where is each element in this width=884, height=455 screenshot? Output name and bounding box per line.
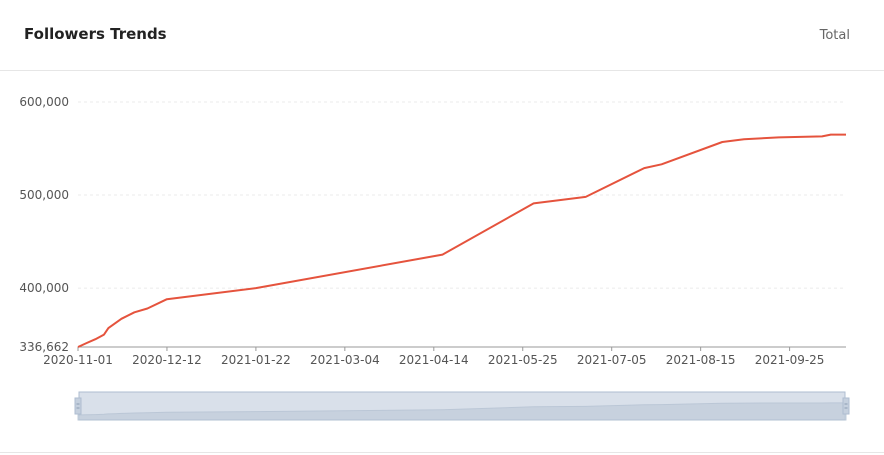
- data-zoom-slider[interactable]: [74, 391, 850, 421]
- slider-left-handle[interactable]: [74, 397, 82, 415]
- x-tick-label: 2021-04-14: [399, 353, 469, 367]
- y-tick-label: 600,000: [19, 95, 69, 109]
- x-tick-label: 2021-08-15: [666, 353, 736, 367]
- x-tick-label: 2021-03-04: [310, 353, 380, 367]
- followers-series-line: [77, 133, 846, 348]
- grid-lines: [78, 101, 846, 289]
- card-bottom-border: [0, 452, 884, 453]
- x-tick-label: 2020-11-01: [43, 353, 113, 367]
- series-layer: [77, 133, 846, 348]
- x-tick-label: 2021-05-25: [488, 353, 558, 367]
- total-toggle[interactable]: Total: [819, 28, 850, 43]
- y-axis-labels: 336,662 400,000 500,000 600,000: [19, 95, 69, 354]
- card-header: Followers Trends Total: [0, 0, 884, 71]
- slider-preview-area: [77, 402, 847, 421]
- x-tick-label: 2021-07-05: [577, 353, 647, 367]
- x-tick-label: 2021-01-22: [221, 353, 291, 367]
- x-tick-label: 2020-12-12: [132, 353, 202, 367]
- y-tick-label: 336,662: [19, 340, 69, 354]
- card-title: Followers Trends: [24, 25, 167, 43]
- slider-right-handle[interactable]: [842, 397, 850, 415]
- y-tick-label: 500,000: [19, 188, 69, 202]
- x-axis-labels: 2020-11-01 2020-12-12 2021-01-22 2021-03-04…: [43, 347, 824, 367]
- y-tick-label: 400,000: [19, 281, 69, 295]
- x-tick-label: 2021-09-25: [755, 353, 825, 367]
